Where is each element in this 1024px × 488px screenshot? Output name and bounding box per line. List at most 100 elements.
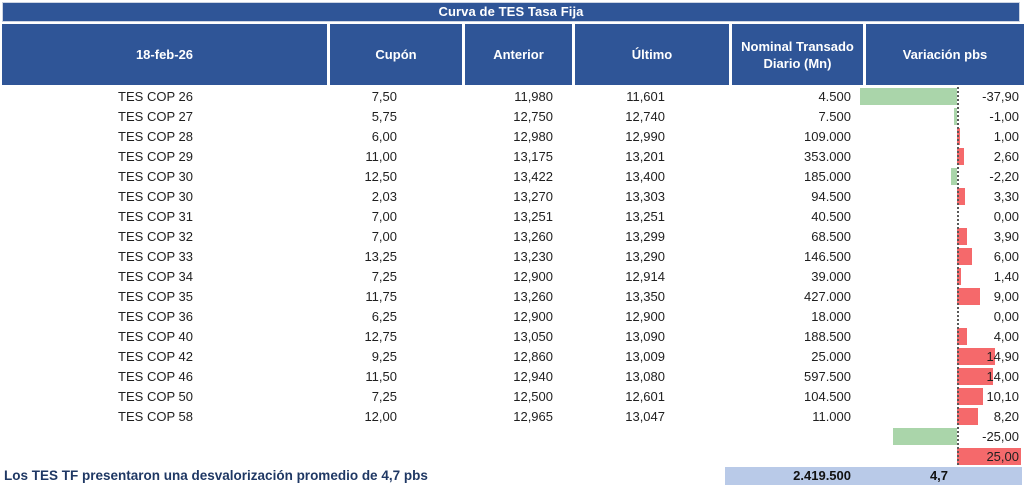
cell-name: TES COP 27 — [118, 109, 193, 124]
cell-anterior: 11,980 — [514, 89, 553, 104]
table-row: TES COP 32 7,00 13,260 13,299 68.500 3,90 — [0, 227, 1024, 247]
cell-cupon — [330, 447, 462, 467]
column-header-nominal: Nominal Transado Diario (Mn) — [732, 24, 863, 85]
table-row: 25,00 — [0, 447, 1024, 467]
cell-name: TES COP 46 — [118, 369, 193, 384]
table-row: -25,00 — [0, 427, 1024, 447]
cell-variacion: 3,30 — [993, 189, 1019, 204]
cell-anterior — [465, 427, 572, 447]
column-header-date: 18-feb-26 — [2, 24, 327, 85]
cell-cupon: 7,50 — [371, 89, 397, 104]
cell-nominal — [732, 447, 863, 467]
table-row: TES COP 50 7,25 12,500 12,601 104.500 10,10 — [0, 387, 1024, 407]
cell-cupon: 12,00 — [364, 409, 397, 424]
cell-name: TES COP 40 — [118, 329, 193, 344]
summary-highlight-band — [725, 467, 1022, 485]
cell-variacion: 9,00 — [993, 289, 1019, 304]
cell-name: TES COP 28 — [118, 129, 193, 144]
cell-variacion: 14,90 — [986, 349, 1019, 364]
cell-cupon: 11,00 — [365, 149, 397, 164]
cell-ultimo: 13,090 — [625, 329, 665, 344]
column-header-variacion: Variación pbs — [866, 24, 1024, 85]
cell-name: TES COP 34 — [118, 269, 193, 284]
column-header-anterior: Anterior — [465, 24, 572, 85]
cell-name: TES COP 42 — [118, 349, 193, 364]
table-body: TES COP 26 7,50 11,980 11,601 4.500 -37,90 TES… — [0, 87, 1024, 467]
cell-anterior: 13,251 — [513, 209, 553, 224]
cell-variacion: 8,20 — [993, 409, 1019, 424]
column-header-ultimo: Último — [575, 24, 729, 85]
variation-data-bar — [957, 228, 967, 245]
cell-nominal: 11.000 — [812, 409, 851, 424]
cell-variacion: 1,40 — [993, 269, 1019, 284]
variation-data-bar — [893, 428, 957, 445]
cell-name — [2, 447, 327, 467]
cell-ultimo: 13,047 — [625, 409, 665, 424]
cell-ultimo: 13,350 — [625, 289, 665, 304]
cell-anterior: 13,422 — [513, 169, 553, 184]
cell-variacion: -37,90 — [982, 89, 1019, 104]
cell-cupon: 13,25 — [364, 249, 397, 264]
cell-anterior: 12,965 — [513, 409, 553, 424]
variation-data-bar — [957, 408, 978, 425]
cell-cupon: 9,25 — [371, 349, 397, 364]
cell-cupon: 6,25 — [371, 309, 397, 324]
cell-anterior: 12,750 — [513, 109, 553, 124]
cell-ultimo: 13,201 — [625, 149, 665, 164]
table-row: TES COP 27 5,75 12,750 12,740 7.500 -1,00 — [0, 107, 1024, 127]
table-title: Curva de TES Tasa Fija — [2, 2, 1020, 22]
cell-ultimo: 13,080 — [625, 369, 665, 384]
table-row: TES COP 42 9,25 12,860 13,009 25.000 14,90 — [0, 347, 1024, 367]
cell-variacion: 4,00 — [993, 329, 1019, 344]
cell-variacion: 25,00 — [986, 449, 1019, 464]
variation-data-bar — [954, 108, 957, 125]
cell-anterior: 12,500 — [513, 389, 553, 404]
cell-variacion: 0,00 — [993, 209, 1019, 224]
cell-cupon: 6,00 — [371, 129, 397, 144]
table-row: TES COP 31 7,00 13,251 13,251 40.500 0,00 — [0, 207, 1024, 227]
table-row: TES COP 33 13,25 13,230 13,290 146.500 6,00 — [0, 247, 1024, 267]
variation-data-bar — [957, 188, 966, 205]
cell-ultimo: 13,290 — [625, 249, 665, 264]
cell-cupon: 12,50 — [364, 169, 397, 184]
cell-ultimo: 13,400 — [625, 169, 665, 184]
table-row: TES COP 34 7,25 12,900 12,914 39.000 1,40 — [0, 267, 1024, 287]
table-row: TES COP 30 12,50 13,422 13,400 185.000 -2,20 — [0, 167, 1024, 187]
variation-data-bar — [957, 388, 983, 405]
cell-name: TES COP 31 — [118, 209, 193, 224]
summary-row: 2.419.500 4,7 — [0, 467, 1024, 485]
variation-data-bar — [859, 88, 957, 105]
column-header-row: 18-feb-26 Cupón Anterior Último Nominal … — [2, 24, 1024, 85]
table-row: TES COP 29 11,00 13,175 13,201 353.000 2,60 — [0, 147, 1024, 167]
cell-anterior: 13,230 — [513, 249, 553, 264]
variation-data-bar — [957, 348, 996, 365]
cell-nominal: 18.000 — [811, 309, 851, 324]
footnote-text: Los TES TF presentaron una desvalorizaci… — [4, 468, 428, 483]
cell-ultimo: 13,251 — [625, 209, 665, 224]
cell-cupon: 11,50 — [365, 369, 397, 384]
cell-nominal: 94.500 — [811, 189, 851, 204]
cell-variacion: 6,00 — [993, 249, 1019, 264]
cell-name: TES COP 26 — [118, 89, 193, 104]
table-row: TES COP 28 6,00 12,980 12,990 109.000 1,00 — [0, 127, 1024, 147]
cell-variacion: 3,90 — [993, 229, 1019, 244]
cell-cupon: 7,00 — [371, 209, 397, 224]
cell-name: TES COP 30 — [118, 169, 193, 184]
summary-nominal-total: 2.419.500 — [793, 468, 851, 483]
cell-name: TES COP 30 — [118, 189, 193, 204]
column-header-cupon: Cupón — [330, 24, 462, 85]
cell-anterior: 12,900 — [513, 269, 553, 284]
cell-name — [2, 427, 327, 447]
cell-name: TES COP 58 — [118, 409, 193, 424]
cell-nominal: 104.500 — [804, 389, 851, 404]
cell-anterior: 12,940 — [513, 369, 553, 384]
table-row: TES COP 40 12,75 13,050 13,090 188.500 4,00 — [0, 327, 1024, 347]
cell-name: TES COP 36 — [118, 309, 193, 324]
cell-anterior: 13,260 — [513, 229, 553, 244]
cell-anterior — [465, 447, 572, 467]
cell-nominal: 40.500 — [811, 209, 851, 224]
cell-ultimo — [575, 427, 729, 447]
cell-nominal: 146.500 — [804, 249, 851, 264]
cell-variacion: -2,20 — [989, 169, 1019, 184]
cell-cupon: 7,25 — [371, 269, 397, 284]
